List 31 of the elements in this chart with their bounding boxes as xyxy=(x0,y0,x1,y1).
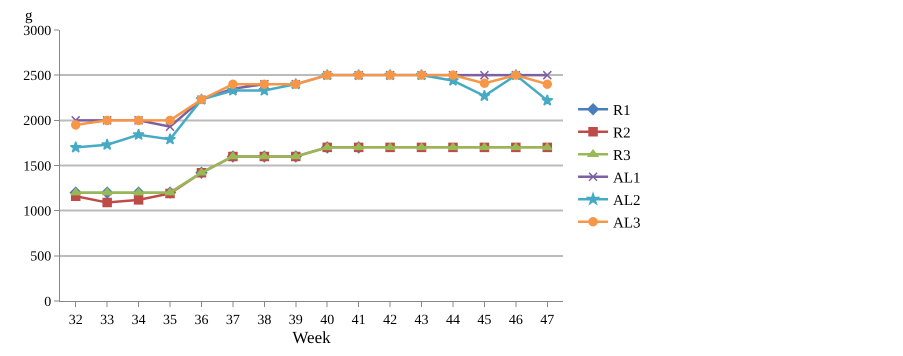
x-tick-label: 40 xyxy=(320,312,334,328)
x-tick-label: 39 xyxy=(288,312,303,328)
x-tick-label: 36 xyxy=(194,312,208,328)
x-tick-label: 33 xyxy=(100,312,114,328)
x-tick-label: 37 xyxy=(226,312,240,328)
x-tick-label: 35 xyxy=(163,312,178,328)
x-tick-label: 45 xyxy=(477,312,492,328)
x-axis-title: Week xyxy=(292,328,332,348)
x-tick-label: 32 xyxy=(68,312,83,328)
y-tick-label: 1500 xyxy=(23,159,52,174)
legend-label: AL2 xyxy=(613,193,641,210)
y-axis-title: g xyxy=(25,8,33,24)
x-tick-label: 46 xyxy=(508,312,523,328)
x-tick-label: 44 xyxy=(446,312,460,328)
x-tick-label: 42 xyxy=(383,312,398,328)
x-tick-label: 34 xyxy=(132,312,146,328)
y-tick-label: 2000 xyxy=(23,114,52,130)
x-tick-label: 43 xyxy=(414,312,429,328)
y-tick-label: 500 xyxy=(30,250,52,265)
legend-label: R1 xyxy=(613,103,631,120)
x-tick-label: 38 xyxy=(257,312,272,328)
x-tick-label: 41 xyxy=(352,312,366,328)
y-tick-label: 1000 xyxy=(23,204,52,220)
legend-label: AL3 xyxy=(613,216,641,232)
legend-label: AL1 xyxy=(613,170,641,187)
y-tick-label: 2500 xyxy=(23,69,52,84)
y-tick-label: 3000 xyxy=(23,24,52,39)
legend-label: R3 xyxy=(613,148,631,164)
x-tick-label: 47 xyxy=(540,312,554,328)
legend-label: R2 xyxy=(613,126,631,142)
y-tick-label: 0 xyxy=(44,294,52,310)
